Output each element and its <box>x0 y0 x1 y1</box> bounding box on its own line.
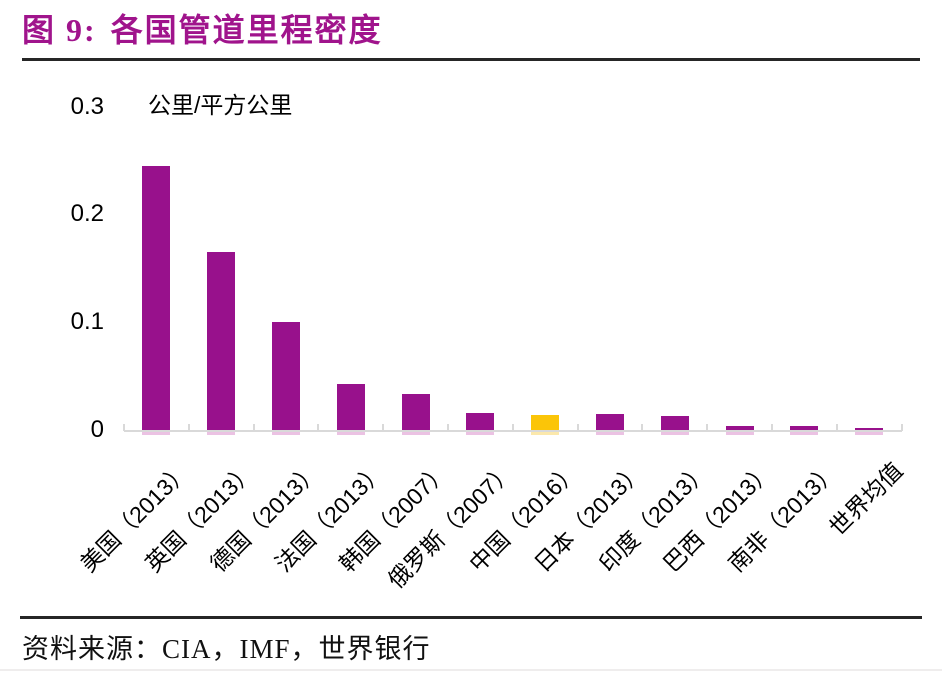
y-tick-label-0.3: 0.3 <box>70 92 104 120</box>
source-text: 资料来源：CIA，IMF，世界银行 <box>22 634 431 664</box>
x-axis-tick <box>187 424 190 431</box>
y-tick-label-0.1: 0.1 <box>70 308 104 336</box>
x-axis-tick <box>447 424 449 431</box>
bar-shadow-12 <box>855 432 884 435</box>
bar-chart: 公里/平方公里 0 0.1 0.2 0.3 美国（2013） 英国（2013） 德国（201… <box>70 92 908 593</box>
bar-shadow-7 <box>531 432 560 435</box>
bar-shadow-10 <box>725 432 754 435</box>
bar-shadow-8 <box>596 432 624 435</box>
bar-shadow-3 <box>272 432 300 435</box>
x-axis-line <box>124 430 902 432</box>
x-axis-tick <box>706 424 709 431</box>
figure-number-label: 图 9: <box>22 12 97 48</box>
y-tick-label-0.2: 0.2 <box>70 200 104 228</box>
bar-12 <box>855 427 884 430</box>
bar-shadow-9 <box>660 432 689 435</box>
bar-11 <box>790 425 819 430</box>
bar-10 <box>725 425 754 430</box>
bar-shadow-2 <box>207 432 236 435</box>
bar-shadow-4 <box>336 432 365 435</box>
bar-6 <box>466 412 495 430</box>
title-rule <box>22 58 920 61</box>
x-axis-tick <box>835 424 838 431</box>
source-rule <box>20 616 922 619</box>
y-axis-unit-label: 公里/平方公里 <box>148 92 293 118</box>
bar-5 <box>401 394 430 430</box>
bar-1 <box>142 165 171 430</box>
x-axis-tick <box>123 424 125 431</box>
bar-3 <box>272 322 300 430</box>
bar-2 <box>207 252 236 430</box>
bar-shadow-5 <box>401 432 430 435</box>
y-tick-label-0: 0 <box>90 416 104 443</box>
x-axis-tick <box>382 424 385 431</box>
x-axis-tick <box>900 424 903 431</box>
figure-title: 图 9: 各国管道里程密度 <box>22 6 383 50</box>
x-axis-tick <box>252 424 255 431</box>
bar-9 <box>660 415 689 430</box>
bar-shadow-11 <box>790 432 819 435</box>
x-axis-tick <box>641 424 644 431</box>
x-axis-tick <box>511 424 514 431</box>
x-axis-tick <box>317 424 320 431</box>
bar-8 <box>596 413 624 430</box>
x-axis-tick <box>576 424 579 431</box>
figure-title-text: 各国管道里程密度 <box>110 12 383 48</box>
bar-7 <box>531 414 560 430</box>
bar-shadow-1 <box>142 432 171 435</box>
x-axis-tick <box>771 424 773 431</box>
bar-shadow-6 <box>466 432 495 435</box>
bottom-rule <box>0 669 942 671</box>
bar-4 <box>336 383 365 430</box>
